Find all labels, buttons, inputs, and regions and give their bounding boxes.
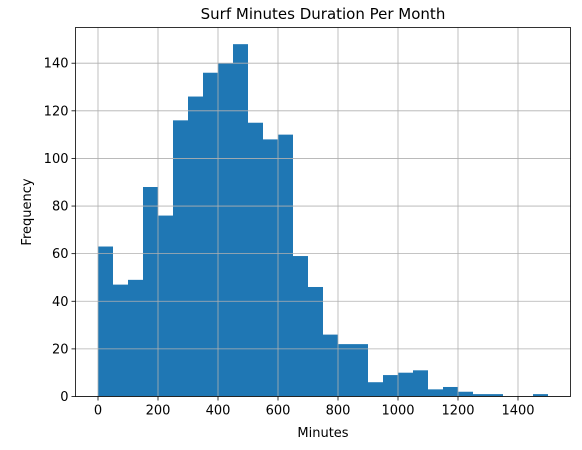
- histogram-bar-4: [158, 215, 173, 397]
- histogram-bar-22: [428, 389, 443, 397]
- histogram-bar-23: [443, 386, 458, 397]
- y-tick-label-4: 80: [52, 200, 69, 215]
- y-tick-label-0: 0: [60, 390, 68, 405]
- y-tick-label-2: 40: [52, 295, 69, 310]
- y-tick-label-5: 100: [44, 152, 69, 167]
- histogram-bar-11: [263, 139, 278, 397]
- histogram-bar-16: [338, 344, 353, 397]
- histogram-bar-29: [533, 394, 548, 397]
- histogram-bar-8: [218, 63, 233, 397]
- x-tick-label-6: 1200: [441, 404, 474, 419]
- histogram-bar-14: [308, 286, 323, 397]
- histogram-bar-0: [98, 246, 113, 397]
- y-tick-label-3: 60: [52, 247, 69, 262]
- histogram-bar-18: [368, 382, 383, 397]
- x-tick-label-4: 800: [326, 404, 351, 419]
- histogram-bar-25: [473, 394, 488, 397]
- histogram-bar-10: [248, 122, 263, 397]
- histogram-bar-21: [413, 370, 428, 397]
- histogram-bar-7: [203, 72, 218, 397]
- chart-title: Surf Minutes Duration Per Month: [201, 5, 446, 23]
- histogram-bar-13: [293, 256, 308, 397]
- x-tick-label-5: 1000: [381, 404, 414, 419]
- histogram-bar-1: [113, 284, 128, 397]
- y-tick-label-1: 20: [52, 342, 69, 357]
- x-tick-label-7: 1400: [501, 404, 534, 419]
- histogram-bar-12: [278, 134, 293, 397]
- histogram-bar-3: [143, 187, 158, 397]
- histogram-bar-17: [353, 344, 368, 397]
- x-tick-label-0: 0: [94, 404, 102, 419]
- y-tick-label-7: 140: [44, 57, 69, 72]
- histogram-bar-5: [173, 120, 188, 397]
- histogram-bar-20: [398, 372, 413, 397]
- histogram-bar-19: [383, 375, 398, 397]
- x-tick-label-3: 600: [266, 404, 291, 419]
- axes-frame: [75, 27, 571, 397]
- histogram-bar-15: [323, 334, 338, 397]
- histogram-bar-2: [128, 279, 143, 397]
- histogram-bar-6: [188, 96, 203, 397]
- y-tick-label-6: 120: [44, 104, 69, 119]
- y-axis-label: Frequency: [20, 178, 35, 245]
- x-tick-label-2: 400: [206, 404, 231, 419]
- x-axis-label: Minutes: [297, 426, 348, 441]
- histogram-bar-9: [233, 44, 248, 397]
- y-axis-ticks: 0 20 40 60 80 100 120 140: [44, 57, 76, 405]
- x-tick-label-1: 200: [146, 404, 171, 419]
- histogram-bars: [98, 44, 548, 397]
- histogram-bar-24: [458, 391, 473, 397]
- x-axis-ticks: 0 200 400 600 800 1000 1200 1400: [94, 396, 535, 419]
- histogram-bar-26: [488, 394, 503, 397]
